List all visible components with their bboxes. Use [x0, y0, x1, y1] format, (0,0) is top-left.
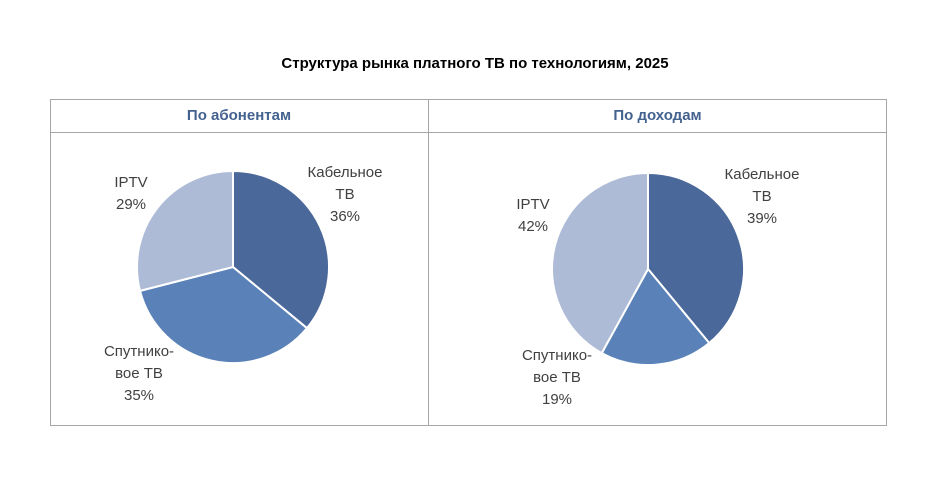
pie-slice-2-0	[647, 171, 745, 345]
label-iptv-1: IPTV 29%	[114, 174, 148, 213]
chart-title: Структура рынка платного ТВ по технологи…	[281, 55, 669, 72]
label-satellite-1: Спутнико-вое ТВ 35%	[103, 343, 175, 404]
pie-slice-2-2	[551, 171, 649, 355]
pie-title-revenue: По доходам	[613, 107, 702, 124]
header-divider	[50, 132, 887, 133]
pie-slice-1-2	[136, 169, 234, 293]
label-cable-1: Кабельное ТВ 36%	[307, 164, 383, 225]
label-iptv-2: IPTV 42%	[516, 196, 550, 235]
chart-table-frame	[50, 99, 887, 426]
pie-slice-2-1	[600, 267, 711, 366]
column-divider	[428, 99, 429, 426]
label-satellite-2: Спутнико-вое ТВ 19%	[521, 347, 593, 408]
pie-slice-1-0	[232, 169, 330, 330]
pie-slice-1-1	[138, 265, 309, 364]
pie-title-subscribers: По абонентам	[186, 107, 292, 124]
label-cable-2: Кабельное ТВ 39%	[724, 166, 800, 227]
